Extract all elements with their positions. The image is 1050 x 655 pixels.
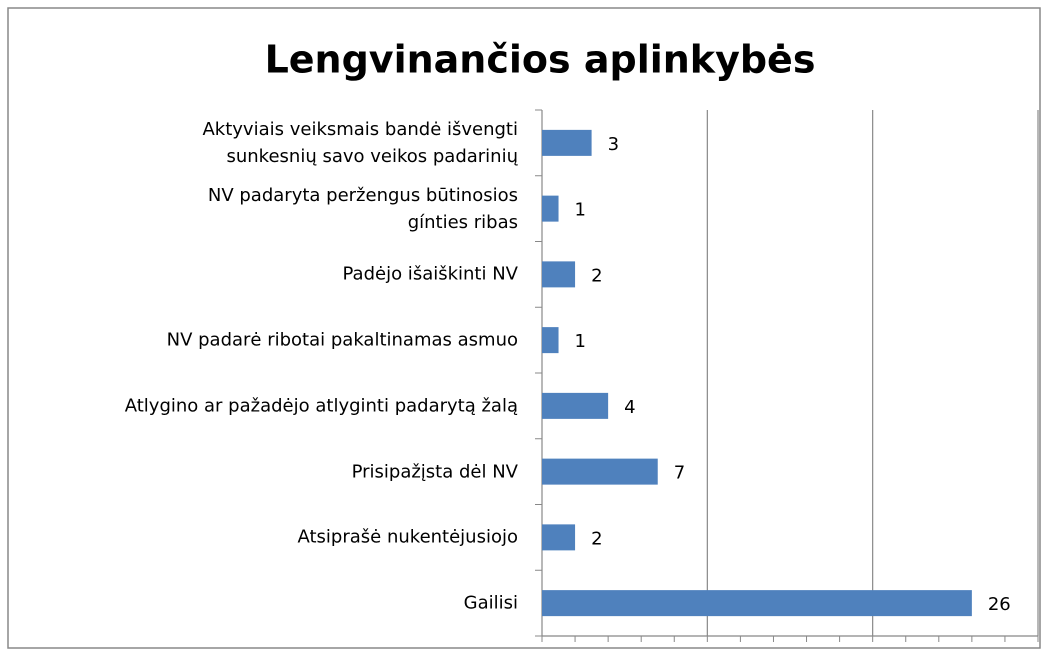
y-tick-label: Prisipažįsta dėl NV <box>351 461 518 483</box>
value-label: 7 <box>674 463 685 484</box>
value-label: 2 <box>591 528 602 549</box>
bar <box>542 590 972 617</box>
bar <box>542 327 559 354</box>
chart-frame <box>7 7 1041 649</box>
value-label: 1 <box>575 331 586 352</box>
value-label: 4 <box>624 397 635 418</box>
y-tick-label: Gailisi <box>463 592 518 614</box>
y-tick-label: NV padarė ribotai pakaltinamas asmuo <box>166 329 518 351</box>
bar <box>542 129 592 156</box>
y-tick-label: Padėjo išaiškinti NV <box>342 263 519 285</box>
y-tick-label: Atsiprašė nukentėjusiojo <box>297 526 519 548</box>
value-label: 2 <box>591 265 602 286</box>
bar <box>542 524 576 551</box>
y-tick-label: Aktyviais veiksmais bandė išvengti sunke… <box>202 118 518 167</box>
y-tick-label: Atlygino ar pažadėjo atlyginti padarytą … <box>124 395 518 417</box>
bar <box>542 458 658 485</box>
value-label: 3 <box>608 134 619 155</box>
bar <box>542 392 609 419</box>
value-label: 26 <box>988 594 1011 615</box>
bar <box>542 261 576 288</box>
value-label: 1 <box>575 200 586 221</box>
bar <box>542 195 559 222</box>
chart-title: Lengvinančios aplinkybės <box>265 38 816 82</box>
y-tick-label: NV padaryta peržengus būtinosios gínties… <box>207 184 518 233</box>
